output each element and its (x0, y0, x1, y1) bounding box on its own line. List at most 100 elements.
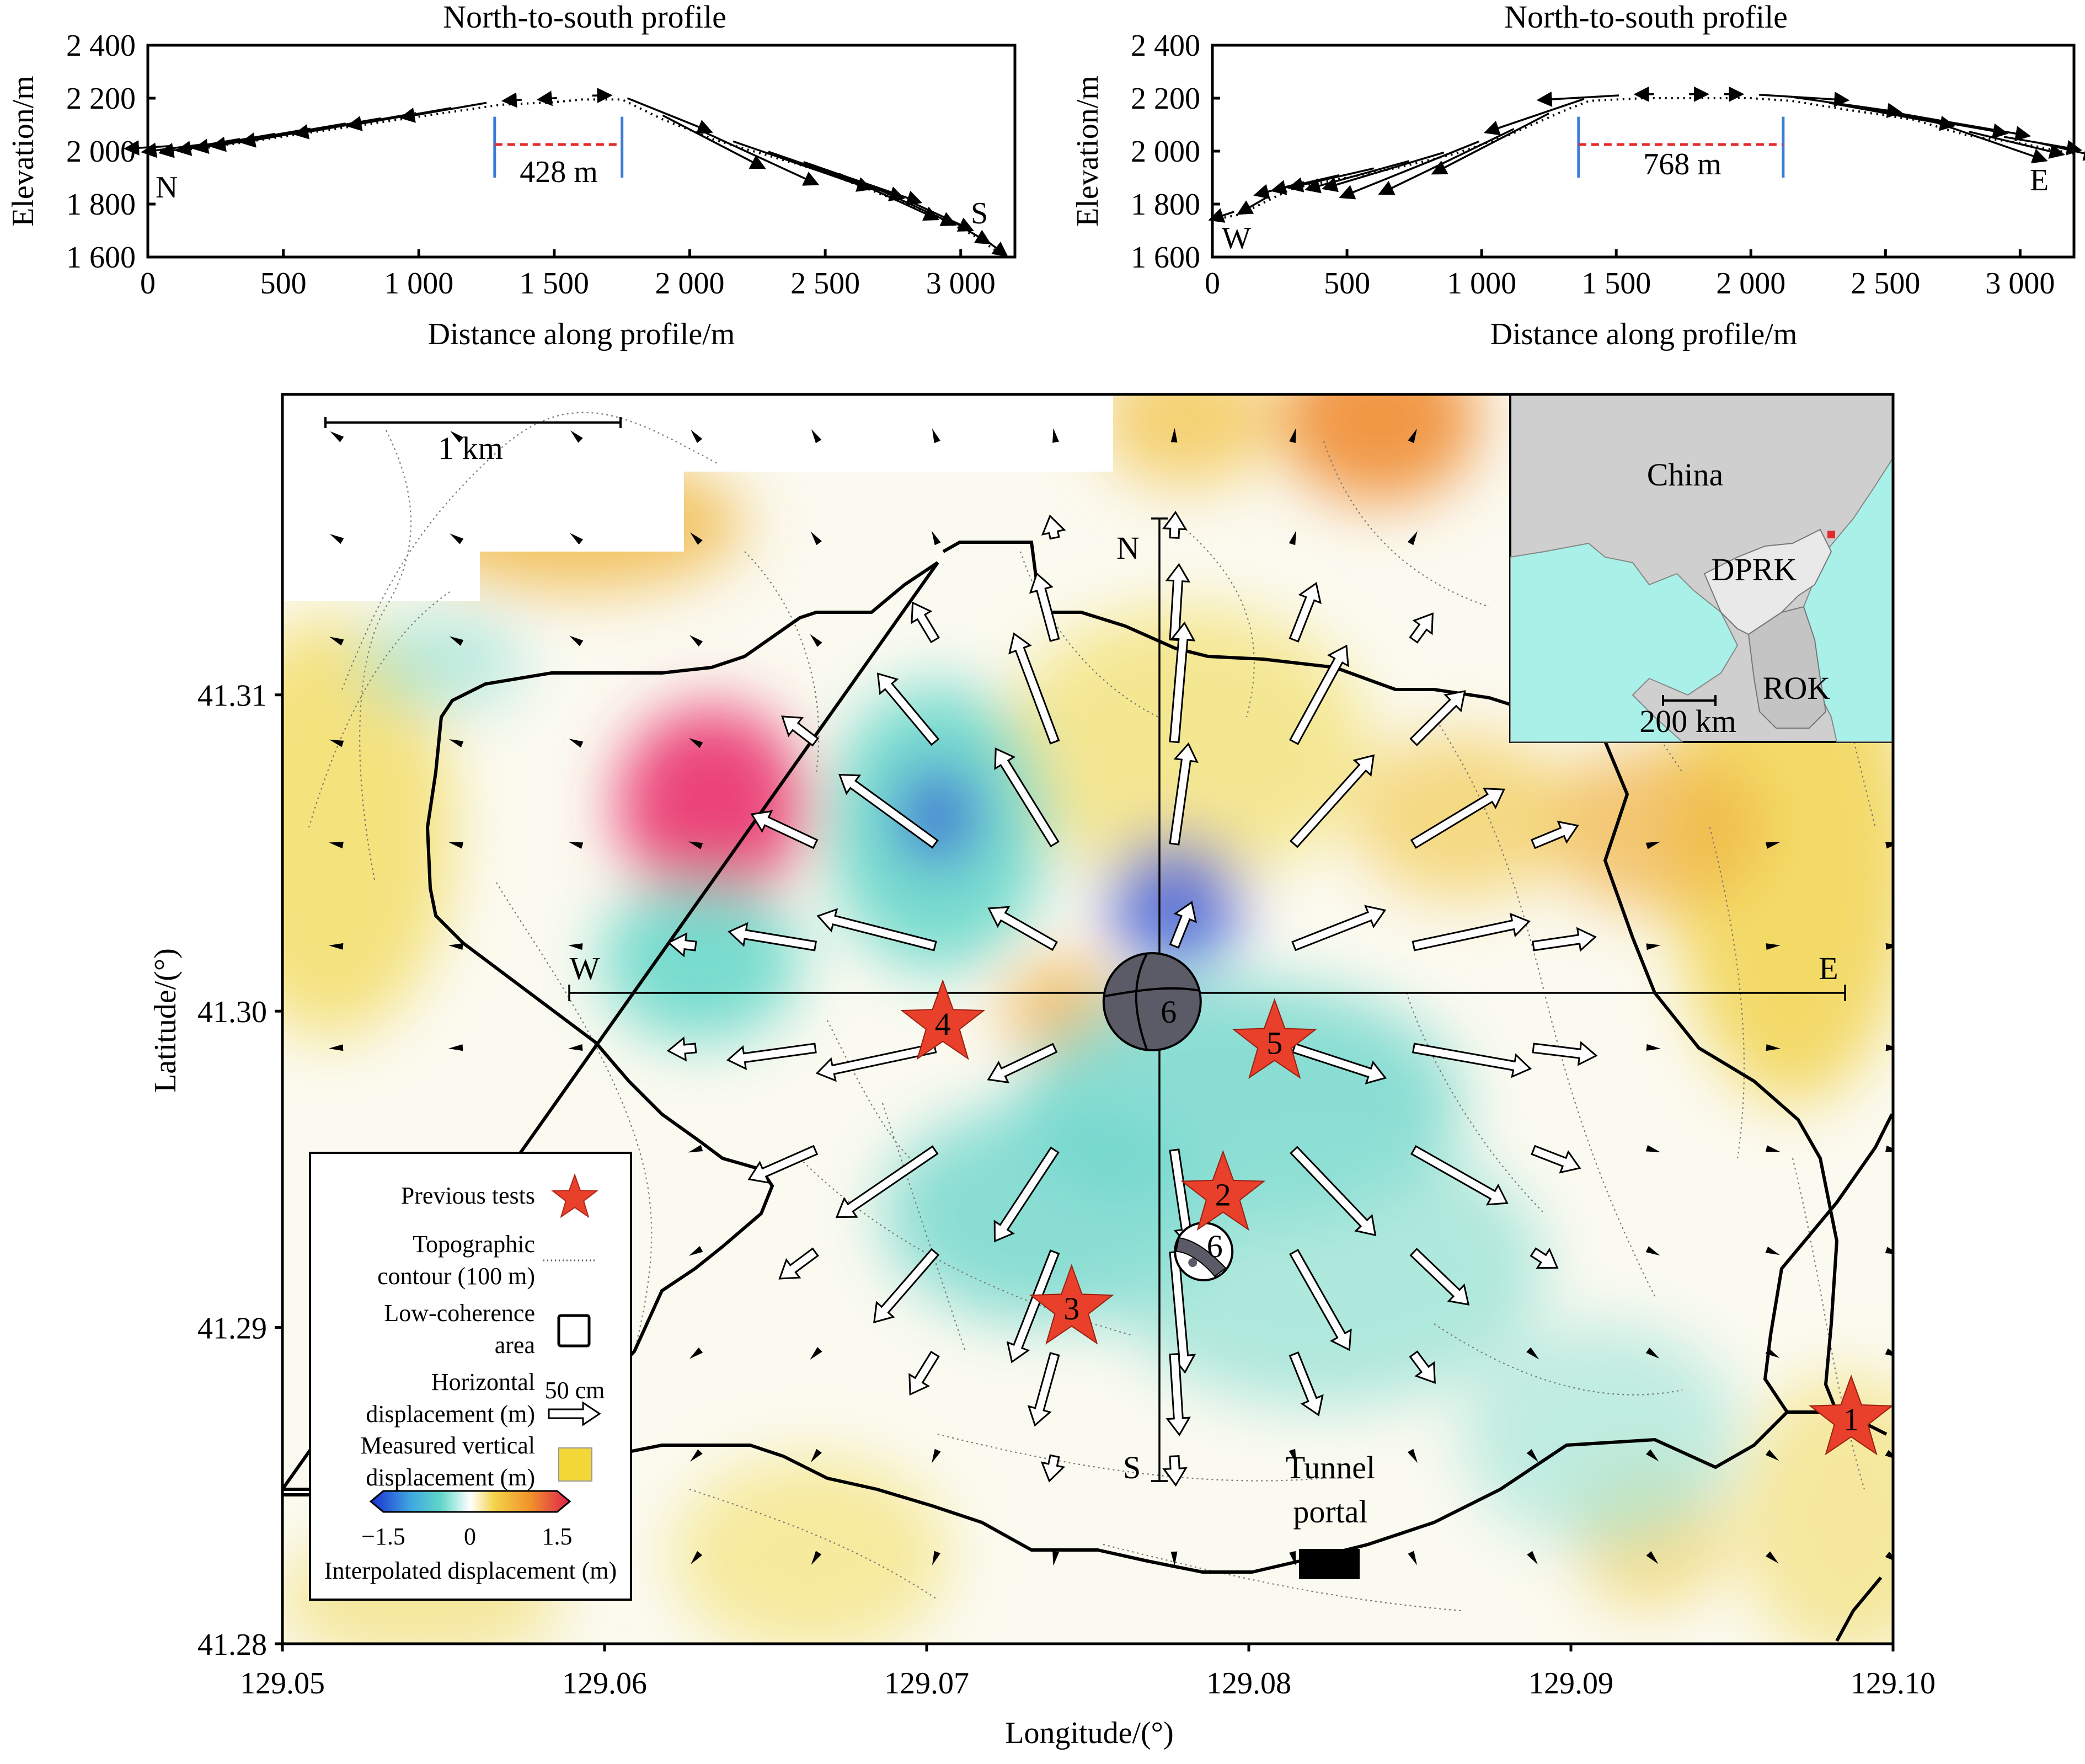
x-tick-label: 2 000 (655, 266, 725, 301)
x-tick-label: 1 000 (384, 266, 453, 301)
x-tick-label: 2 500 (790, 266, 860, 301)
displacement-arrow (1169, 901, 1197, 949)
profile-arrow (1969, 131, 2065, 159)
displacement-arrow (667, 932, 697, 958)
displacement-arrow (1029, 572, 1060, 642)
displacement-arrow (689, 635, 703, 647)
displacement-arrow (1530, 820, 1579, 849)
profile-label-e: E (1819, 950, 1838, 986)
displacement-arrow (1407, 531, 1418, 546)
profile-arrow (1236, 195, 1270, 215)
legend-contour-line1: Topographic (413, 1231, 535, 1258)
displacement-arrow (1526, 1347, 1539, 1360)
displacement-arrow (1646, 943, 1661, 950)
displacement-arrow (932, 531, 941, 546)
x-tick-label: 3 000 (926, 266, 996, 301)
displacement-arrow (1289, 754, 1375, 848)
y-tick-label: 2 400 (66, 29, 136, 63)
legend-arrow-icon (548, 1401, 601, 1426)
profile-arrow (627, 97, 713, 135)
displacement-arrow (690, 1449, 703, 1462)
inset-dprk (1703, 528, 1832, 635)
displacement-arrow (835, 1145, 939, 1218)
test-label: 1 (1843, 1402, 1859, 1437)
profile-arrow (1483, 98, 1585, 136)
test-label: 4 (935, 1006, 951, 1042)
displacement-arrow (1291, 905, 1387, 952)
displacement-arrow (1412, 1043, 1532, 1078)
x-tick-label: 1 500 (520, 266, 589, 301)
displacement-arrow (570, 533, 584, 545)
displacement-arrow (1409, 1350, 1436, 1384)
profile-label-w: W (570, 950, 600, 986)
legend-lowcoh-icon (557, 1314, 591, 1348)
profile-arrow (1829, 101, 1956, 131)
horizontal-displacement-arrows (329, 428, 1893, 1566)
lon-tick-label: 129.10 (1851, 1666, 1936, 1701)
displacement-arrow (448, 739, 464, 747)
y-tick-label: 1 800 (66, 188, 136, 222)
displacement-arrow (1646, 1551, 1659, 1564)
displacement-arrow (1289, 644, 1349, 745)
displacement-arrow (1766, 1551, 1779, 1564)
legend-lowcoh-line2: area (495, 1332, 535, 1359)
profile-label-s: S (1123, 1450, 1141, 1485)
displacement-arrow (688, 841, 703, 849)
span-label: 768 m (1643, 147, 1722, 181)
profile-arrow (838, 173, 940, 221)
profile-arrow (399, 101, 487, 123)
displacement-arrow (330, 431, 344, 442)
x-tick-label: 1 000 (1447, 266, 1516, 301)
scale-bar-label: 1 km (438, 430, 503, 466)
map-legend: Previous tests Topographic contour (100 … (309, 1152, 632, 1601)
displacement-arrow (329, 1044, 344, 1051)
displacement-arrow (329, 637, 344, 646)
x-tick-label: 500 (1324, 266, 1370, 301)
profile-arrow (1933, 121, 2048, 164)
event-beachball-1: 6 (1102, 952, 1202, 1051)
displacement-arrow (1162, 1455, 1188, 1487)
displacement-arrow (1166, 1353, 1191, 1436)
inset-label-rok: ROK (1763, 670, 1831, 706)
displacement-arrow (1532, 927, 1597, 952)
lat-tick-label: 41.28 (197, 1628, 267, 1662)
profile-axes-frame (146, 44, 1017, 259)
displacement-arrow (1409, 612, 1434, 644)
displacement-arrow (1645, 841, 1661, 849)
displacement-arrow (810, 634, 822, 647)
profile-end-label-right: E (2030, 163, 2049, 197)
profile-label-n: N (1116, 530, 1140, 566)
displacement-arrow (932, 428, 940, 443)
displacement-arrow (994, 747, 1060, 848)
lon-tick-label: 129.09 (1528, 1666, 1613, 1701)
legend-horiz-scale: 50 cm (545, 1377, 605, 1404)
displacement-arrow (1165, 563, 1191, 642)
lon-tick-label: 129.08 (1206, 1666, 1291, 1701)
displacement-arrow (778, 1247, 819, 1280)
profile-end-label-right: S (971, 196, 988, 231)
event-label: 6 (1161, 994, 1177, 1030)
profile-arrow (662, 114, 766, 169)
displacement-arrow (1765, 1450, 1779, 1461)
profile-west-east-right: North-to-south profile 0 500 1 000 1 500 2 0… (1071, 0, 2085, 351)
displacement-arrow (1169, 621, 1196, 744)
displacement-arrow (690, 532, 703, 545)
displacement-arrow (1645, 1145, 1661, 1152)
legend-cbar-mid: 0 (464, 1523, 476, 1550)
profile-end-label-left: W (1222, 221, 1251, 255)
y-axis-label: Elevation/m (6, 76, 40, 227)
displacement-arrow (811, 429, 822, 443)
profile-title: North-to-south profile (443, 0, 726, 35)
test-label: 2 (1215, 1177, 1231, 1213)
x-tick-label: 0 (1205, 266, 1220, 301)
displacement-arrow (1885, 1044, 1893, 1051)
displacement-arrow (1290, 1146, 1377, 1237)
legend-star-icon (551, 1173, 598, 1218)
inset-scale-label: 200 km (1639, 703, 1736, 739)
displacement-arrow (1170, 1551, 1178, 1566)
displacement-arrow (1645, 1246, 1660, 1256)
location-inset: China DPRK ROK 200 km (1509, 394, 1893, 743)
y-tick-label: 1 800 (1131, 188, 1200, 222)
test-label: 5 (1266, 1025, 1282, 1061)
